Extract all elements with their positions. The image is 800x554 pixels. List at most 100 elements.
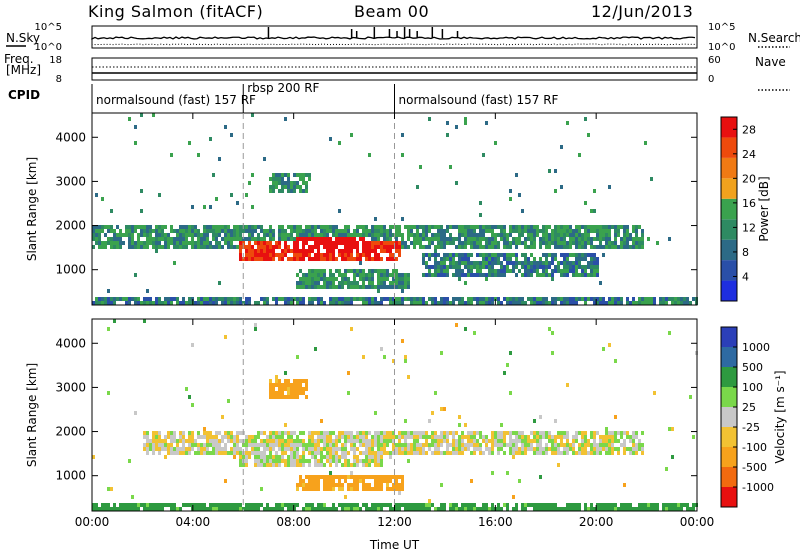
velocity-cell	[491, 431, 494, 435]
power-cell	[146, 289, 149, 293]
power-cell	[347, 281, 350, 285]
power-cell	[434, 233, 437, 237]
power-cell	[344, 297, 347, 301]
velocity-cell	[590, 431, 593, 435]
power-cell	[560, 261, 563, 265]
velocity-cell	[461, 443, 464, 447]
power-cell	[590, 209, 593, 213]
velocity-cell	[548, 439, 551, 443]
power-cell	[311, 225, 314, 229]
power-cell	[338, 237, 341, 241]
velocity-cell	[332, 455, 335, 459]
velocity-cell	[350, 475, 353, 479]
power-cell	[293, 249, 296, 253]
velocity-cell	[224, 431, 227, 435]
power-cell	[539, 229, 542, 233]
power-cell	[488, 237, 491, 241]
velocity-cell	[608, 439, 611, 443]
power-cell	[557, 297, 560, 301]
power-cell	[458, 237, 461, 241]
velocity-cell	[449, 451, 452, 455]
velocity-cell	[671, 507, 674, 511]
power-cell	[608, 185, 611, 189]
power-cell	[353, 285, 356, 289]
power-cell	[548, 265, 551, 269]
velocity-cell	[656, 503, 659, 507]
power-cell	[299, 257, 302, 261]
velocity-cell	[368, 451, 371, 455]
power-cell	[455, 237, 458, 241]
power-cell	[569, 225, 572, 229]
velocity-cell	[341, 455, 344, 459]
power-cell	[383, 273, 386, 277]
velocity-cell	[431, 451, 434, 455]
power-cell	[299, 229, 302, 233]
velocity-cell	[434, 447, 437, 451]
power-cell	[380, 233, 383, 237]
power-cell	[119, 245, 122, 249]
velocity-cell	[143, 431, 146, 435]
power-cell	[671, 297, 674, 301]
power-cell	[524, 245, 527, 249]
velocity-cell	[587, 439, 590, 443]
velocity-cell	[671, 427, 674, 431]
power-cell	[650, 177, 653, 181]
velocity-cell	[323, 431, 326, 435]
velocity-cell	[521, 439, 524, 443]
power-cell	[440, 261, 443, 265]
power-cell	[251, 237, 254, 241]
power-cell	[464, 265, 467, 269]
power-cell	[128, 229, 131, 233]
velocity-cell	[353, 435, 356, 439]
nsearch-tick-bottom: 10^0	[708, 42, 735, 53]
velocity-cell	[257, 503, 260, 507]
power-cell	[503, 225, 506, 229]
velocity-cell	[629, 439, 632, 443]
power-cell	[338, 297, 341, 301]
velocity-cell	[179, 451, 182, 455]
power-cell	[248, 257, 251, 261]
velocity-cell	[389, 503, 392, 507]
velocity-cell	[491, 471, 494, 475]
power-cell	[419, 301, 422, 305]
power-cell	[482, 229, 485, 233]
velocity-cell	[335, 443, 338, 447]
power-cell	[518, 241, 521, 245]
power-cell	[551, 257, 554, 261]
velocity-cell	[152, 503, 155, 507]
power-cell	[488, 245, 491, 249]
power-cell	[533, 241, 536, 245]
power-cell	[407, 245, 410, 249]
power-cell	[188, 297, 191, 301]
velocity-cell	[452, 507, 455, 511]
power-cell	[557, 233, 560, 237]
velocity-cell	[224, 335, 227, 339]
velocity-cell	[434, 439, 437, 443]
power-cell	[170, 301, 173, 305]
velocity-cell	[632, 431, 635, 435]
velocity-cell	[239, 439, 242, 443]
velocity-cell	[518, 479, 521, 483]
power-cell	[416, 237, 419, 241]
power-cell	[221, 229, 224, 233]
velocity-cell	[155, 447, 158, 451]
velocity-cell	[548, 327, 551, 331]
power-cell	[146, 233, 149, 237]
power-cell	[473, 229, 476, 233]
power-cell	[596, 237, 599, 241]
velocity-cell	[392, 359, 395, 363]
velocity-cell	[158, 503, 161, 507]
velocity-cell	[287, 439, 290, 443]
velocity-cell	[494, 443, 497, 447]
power-cell	[428, 241, 431, 245]
velocity-cell	[377, 479, 380, 483]
velocity-cell	[527, 447, 530, 451]
power-cell	[641, 245, 644, 249]
velocity-cell	[605, 443, 608, 447]
power-cell	[167, 237, 170, 241]
velocity-cell	[443, 435, 446, 439]
power-cell	[554, 229, 557, 233]
power-cell	[239, 257, 242, 261]
power-cell	[245, 249, 248, 253]
velocity-cell	[284, 431, 287, 435]
